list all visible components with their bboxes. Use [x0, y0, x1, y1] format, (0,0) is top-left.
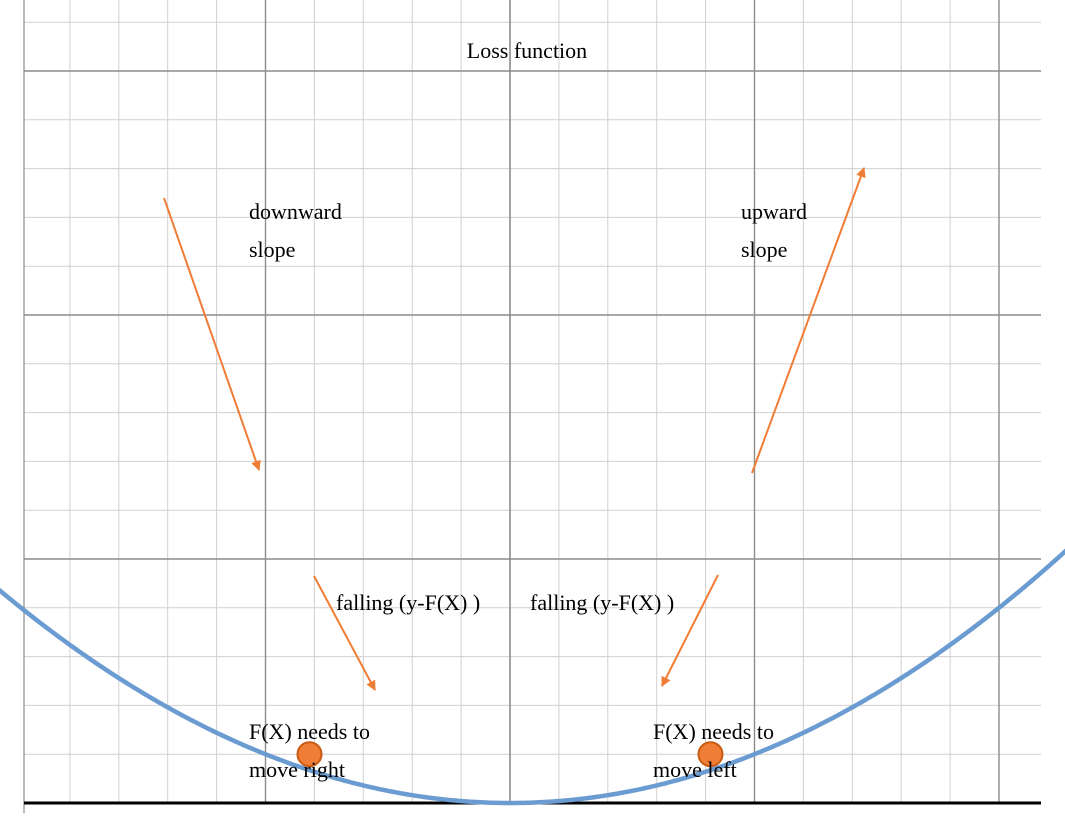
- grid-major-lines: [23, 0, 1041, 813]
- falling-right-arrow: [661, 574, 719, 687]
- right-point: [697, 741, 724, 768]
- falling-right-label: falling (y-F(X) ): [530, 590, 674, 615]
- falling-left-label: falling (y-F(X) ): [336, 590, 480, 615]
- upward-slope-label-line1: upward: [741, 199, 807, 224]
- downward-slope-label-line2: slope: [249, 237, 295, 262]
- move-left-label-line2: move left: [653, 757, 737, 782]
- left-point: [296, 741, 323, 768]
- downward-slope-label-line1: downward: [249, 199, 342, 224]
- upward-slope-label-line2: slope: [741, 237, 787, 262]
- chart-title: Loss function: [467, 38, 587, 63]
- upward-slope-arrow: [751, 167, 866, 474]
- falling-left-arrow: [313, 575, 376, 691]
- move-left-label-line1: F(X) needs to: [653, 719, 774, 744]
- move-right-label-line2: move right: [249, 757, 345, 782]
- points-group: [296, 741, 724, 768]
- grid-minor-lines: [24, 0, 1041, 803]
- downward-slope-arrow: [163, 197, 261, 471]
- loss-curve: [0, 548, 1065, 806]
- move-right-label-line1: F(X) needs to: [249, 719, 370, 744]
